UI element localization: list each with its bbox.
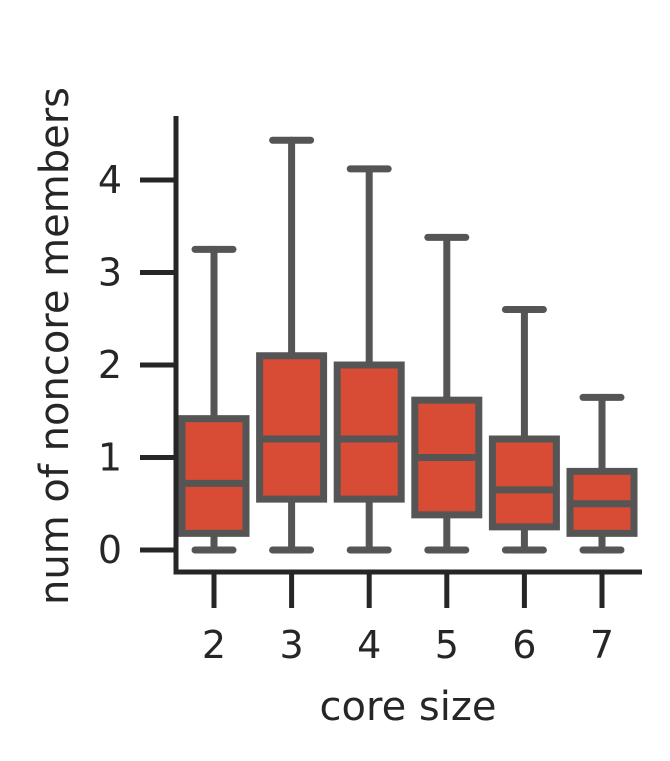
boxes-layer [178, 136, 638, 554]
box-group-3 [256, 136, 328, 554]
y-axis-label: num of noncore members [32, 87, 78, 605]
box-iqr [488, 435, 560, 531]
x-tick-label-5: 5 [435, 623, 459, 667]
x-ticks: 2 3 4 5 6 7 [202, 572, 614, 667]
box-group-4 [333, 165, 405, 554]
x-tick-label-6: 6 [512, 623, 536, 667]
x-tick-label-3: 3 [280, 623, 304, 667]
box-group-7 [566, 393, 638, 554]
box-iqr [333, 361, 405, 503]
box-group-5 [411, 233, 483, 554]
x-tick-label-7: 7 [590, 623, 614, 667]
x-axis-label: core size [320, 684, 497, 730]
x-tick-label-4: 4 [357, 623, 381, 667]
x-tick-label-2: 2 [202, 623, 226, 667]
y-tick-label-1: 1 [98, 436, 122, 480]
y-tick-label-4: 4 [98, 158, 122, 202]
box-group-2 [178, 245, 250, 554]
y-ticks: 0 1 2 3 4 [98, 158, 176, 572]
box-group-6 [488, 306, 560, 554]
box-iqr [178, 415, 250, 537]
y-tick-label-0: 0 [98, 528, 122, 572]
box-iqr [256, 352, 328, 503]
y-tick-label-2: 2 [98, 343, 122, 387]
y-tick-label-3: 3 [98, 251, 122, 295]
